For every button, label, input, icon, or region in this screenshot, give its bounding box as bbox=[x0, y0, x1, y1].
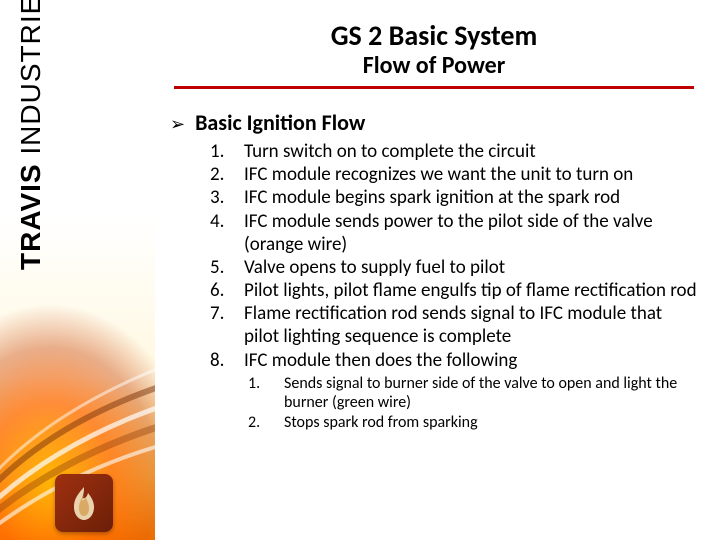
sub-list-num: 1. bbox=[248, 374, 284, 412]
page-subtitle: Flow of Power bbox=[168, 51, 700, 80]
list-text: Turn switch on to complete the circuit bbox=[244, 140, 700, 163]
logo-badge bbox=[55, 474, 113, 532]
list-num: 4. bbox=[210, 210, 244, 256]
sub-list-num: 2. bbox=[248, 413, 284, 432]
subtitle-underline bbox=[174, 86, 694, 89]
sub-list: 1. Sends signal to burner side of the va… bbox=[168, 374, 700, 433]
list-item: 4. IFC module sends power to the pilot s… bbox=[210, 210, 700, 256]
page-title: GS 2 Basic System bbox=[168, 18, 700, 53]
brand-bold: TRAVIS bbox=[15, 163, 46, 270]
list-text: Pilot lights, pilot flame engulfs tip of… bbox=[244, 279, 700, 302]
list-text: IFC module begins spark ignition at the … bbox=[244, 186, 700, 209]
sidebar: TRAVIS INDUSTRIES bbox=[0, 0, 155, 540]
section-bullet-row: ➢ Basic Ignition Flow bbox=[168, 109, 700, 136]
list-text: IFC module recognizes we want the unit t… bbox=[244, 163, 700, 186]
list-item: 3. IFC module begins spark ignition at t… bbox=[210, 186, 700, 209]
list-num: 3. bbox=[210, 186, 244, 209]
list-item: 8. IFC module then does the following bbox=[210, 349, 700, 372]
brand-light: INDUSTRIES bbox=[15, 0, 46, 163]
list-item: 6. Pilot lights, pilot flame engulfs tip… bbox=[210, 279, 700, 302]
sub-list-text: Stops spark rod from sparking bbox=[284, 413, 700, 432]
list-item: 1. Turn switch on to complete the circui… bbox=[210, 140, 700, 163]
list-item: 2. IFC module recognizes we want the uni… bbox=[210, 163, 700, 186]
list-text: IFC module then does the following bbox=[244, 349, 700, 372]
sub-list-item: 1. Sends signal to burner side of the va… bbox=[248, 374, 700, 412]
list-item: 7. Flame rectification rod sends signal … bbox=[210, 302, 700, 348]
list-num: 5. bbox=[210, 256, 244, 279]
list-num: 1. bbox=[210, 140, 244, 163]
content-area: GS 2 Basic System Flow of Power ➢ Basic … bbox=[160, 0, 720, 540]
flame-icon bbox=[64, 483, 104, 523]
list-text: Valve opens to supply fuel to pilot bbox=[244, 256, 700, 279]
list-num: 6. bbox=[210, 279, 244, 302]
list-item: 5. Valve opens to supply fuel to pilot bbox=[210, 256, 700, 279]
list-num: 2. bbox=[210, 163, 244, 186]
list-num: 8. bbox=[210, 349, 244, 372]
sub-list-text: Sends signal to burner side of the valve… bbox=[284, 374, 700, 412]
section-heading: Basic Ignition Flow bbox=[195, 109, 365, 136]
list-text: Flame rectification rod sends signal to … bbox=[244, 302, 700, 348]
list-text: IFC module sends power to the pilot side… bbox=[244, 210, 700, 256]
arrow-bullet-icon: ➢ bbox=[170, 113, 185, 135]
list-num: 7. bbox=[210, 302, 244, 348]
sub-list-item: 2. Stops spark rod from sparking bbox=[248, 413, 700, 432]
main-list: 1. Turn switch on to complete the circui… bbox=[168, 140, 700, 372]
brand-text: TRAVIS INDUSTRIES bbox=[15, 0, 47, 270]
